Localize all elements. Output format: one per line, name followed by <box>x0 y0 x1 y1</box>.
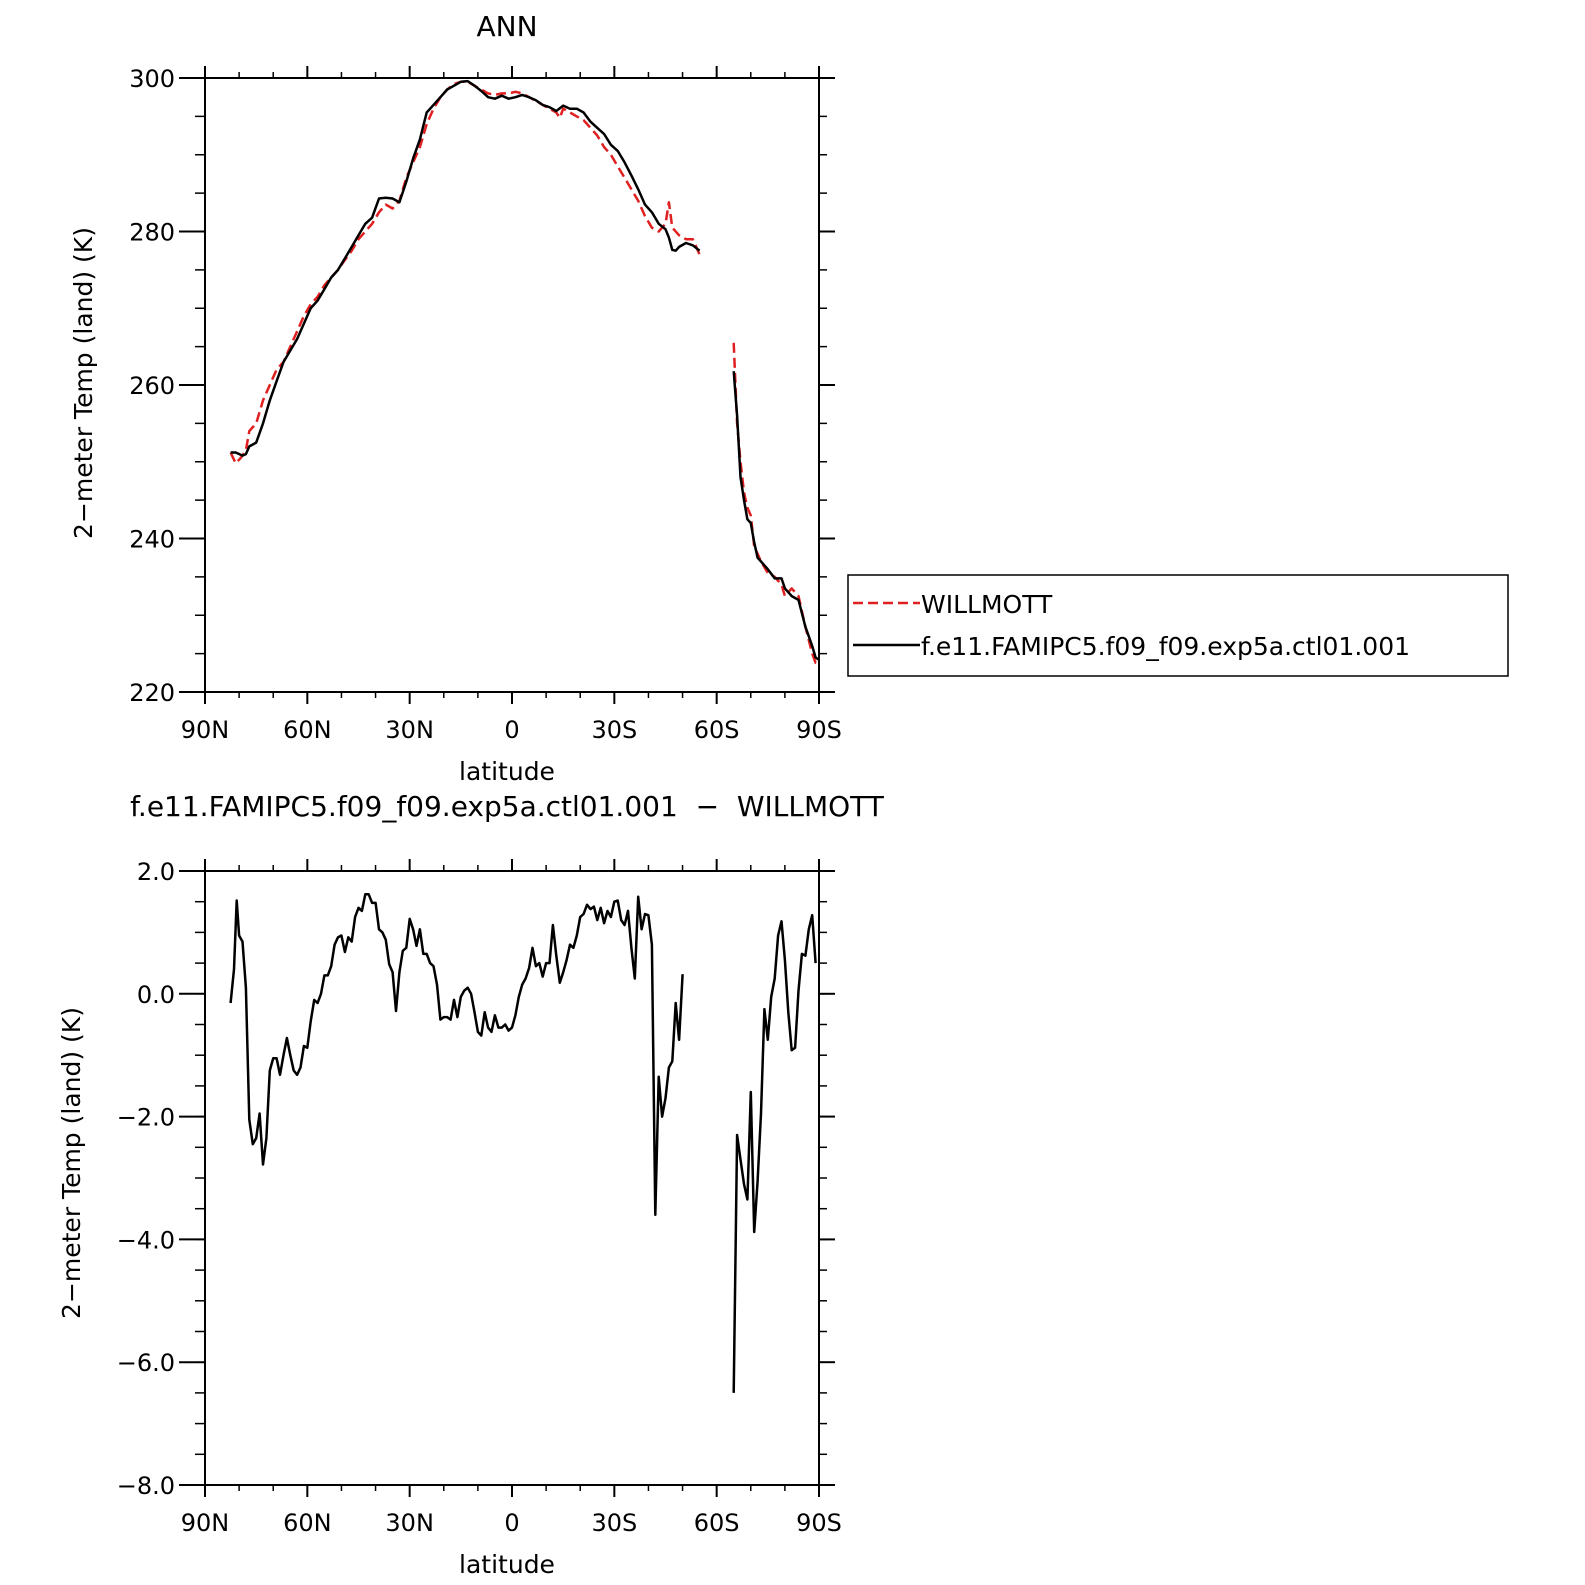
bottom-x-tick-label: 30S <box>591 1509 637 1537</box>
bottom-panel: f.e11.FAMIPC5.f09_f09.exp5a.ctl01.001 − … <box>57 790 885 1579</box>
bottom-x-axis-title: latitude <box>459 1550 555 1579</box>
legend: WILLMOTT f.e11.FAMIPC5.f09_f09.exp5a.ctl… <box>847 574 1509 677</box>
top-y-tick-label: 280 <box>129 219 175 247</box>
bottom-y-axis-title: 2−meter Temp (land) (K) <box>57 1007 86 1319</box>
bottom-y-tick-label: 0.0 <box>137 981 175 1009</box>
top-y-tick-label: 220 <box>129 679 175 707</box>
legend-box <box>847 574 1509 677</box>
top-series-0-segment-1 <box>732 342 820 665</box>
top-series-1-segment-1 <box>732 371 820 661</box>
legend-label-model: f.e11.FAMIPC5.f09_f09.exp5a.ctl01.001 <box>921 632 1410 661</box>
bottom-plot-area: 90N 60N 30N 0 30S 60S 90S 2.0 0.0 −2.0 −4.0 −6.0 −8.… <box>117 858 842 1537</box>
bottom-chart-title: f.e11.FAMIPC5.f09_f09.exp5a.ctl01.001 − … <box>130 790 885 823</box>
top-x-tick-label: 0 <box>504 716 519 744</box>
bottom-y-tick-label: −8.0 <box>117 1472 175 1500</box>
bottom-x-tick-label: 0 <box>504 1509 519 1537</box>
top-series-0-segment-0 <box>229 80 701 465</box>
top-x-tick-label: 60S <box>694 716 740 744</box>
legend-label-willmott: WILLMOTT <box>921 590 1053 619</box>
bottom-x-tick-label: 60N <box>283 1509 332 1537</box>
bottom-x-tick-label: 30N <box>385 1509 434 1537</box>
bottom-series-0-segment-0 <box>229 893 684 1217</box>
bottom-x-tick-label: 90S <box>796 1509 842 1537</box>
bottom-y-tick-label: −6.0 <box>117 1349 175 1377</box>
bottom-x-tick-label: 60S <box>694 1509 740 1537</box>
bottom-y-tick-label: −2.0 <box>117 1104 175 1132</box>
top-chart-title: ANN <box>476 10 537 43</box>
bottom-series-0-segment-1 <box>732 913 817 1393</box>
bottom-frame <box>204 870 820 1486</box>
bottom-y-tick-label: 2.0 <box>137 858 175 886</box>
top-panel: ANN 90N 60N 30N 0 30S 60S 90S 220 240 260 280 300 2… <box>69 10 842 786</box>
top-frame <box>204 77 820 693</box>
top-plot-area: 90N 60N 30N 0 30S 60S 90S 220 240 260 280 300 <box>129 65 842 744</box>
top-series-1-segment-0 <box>230 79 701 457</box>
top-y-tick-label: 240 <box>129 526 175 554</box>
top-x-tick-label: 30N <box>385 716 434 744</box>
top-y-tick-label: 300 <box>129 65 175 93</box>
top-x-axis-title: latitude <box>459 757 555 786</box>
top-x-tick-label: 90N <box>181 716 230 744</box>
top-x-tick-label: 90S <box>796 716 842 744</box>
top-x-tick-label: 60N <box>283 716 332 744</box>
bottom-y-tick-label: −4.0 <box>117 1226 175 1254</box>
top-y-tick-label: 260 <box>129 372 175 400</box>
top-y-axis-title: 2−meter Temp (land) (K) <box>69 227 98 539</box>
bottom-x-tick-label: 90N <box>181 1509 230 1537</box>
top-x-tick-label: 30S <box>591 716 637 744</box>
